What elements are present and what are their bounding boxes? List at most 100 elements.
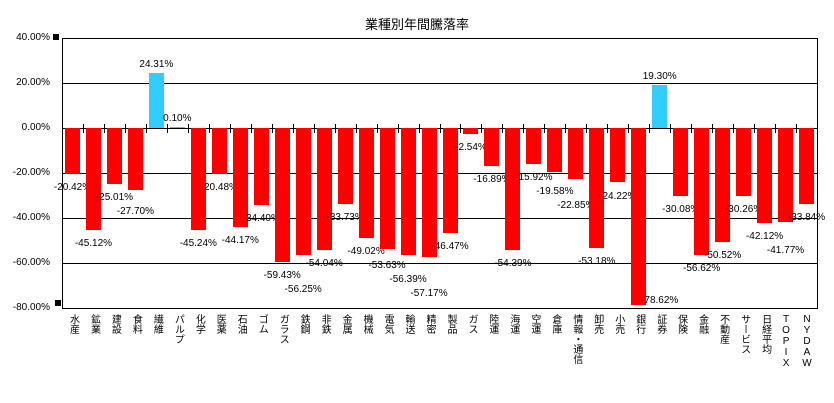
bar-value-label: -45.24% bbox=[179, 237, 217, 249]
bar bbox=[484, 128, 500, 166]
axis-selection-handle-bottom bbox=[55, 300, 61, 306]
bar bbox=[694, 128, 710, 256]
category-label: 銀行 bbox=[633, 314, 645, 334]
category-tick bbox=[62, 124, 63, 133]
category-tick bbox=[397, 124, 399, 133]
category-label: 非鉄 bbox=[319, 314, 331, 334]
category-label: 証券 bbox=[654, 314, 666, 334]
value-axis-line bbox=[62, 38, 63, 309]
category-tick bbox=[313, 124, 315, 133]
gridline bbox=[62, 173, 818, 174]
category-tick bbox=[628, 124, 630, 133]
category-tick bbox=[670, 124, 672, 133]
category-label: 食料 bbox=[130, 314, 142, 334]
bar-value-label: -25.01% bbox=[95, 192, 134, 204]
bar bbox=[652, 84, 668, 128]
bar bbox=[400, 128, 416, 255]
category-tick bbox=[544, 124, 546, 133]
bar bbox=[442, 128, 458, 233]
bar bbox=[505, 128, 521, 251]
category-tick bbox=[208, 124, 210, 133]
bar bbox=[421, 128, 437, 257]
category-label: 輸送 bbox=[403, 314, 415, 334]
category-tick bbox=[565, 124, 567, 133]
bar-value-label: -56.39% bbox=[389, 274, 427, 286]
category-tick bbox=[649, 124, 651, 133]
category-tick bbox=[502, 124, 504, 133]
category-tick bbox=[250, 124, 252, 133]
category-label: ゴム bbox=[256, 314, 268, 334]
category-label: 電気 bbox=[382, 314, 394, 334]
category-label: 医薬 bbox=[214, 314, 226, 334]
category-tick bbox=[355, 124, 357, 133]
bar-value-label: -46.47% bbox=[431, 240, 469, 252]
bar bbox=[295, 128, 311, 255]
category-label: 化学 bbox=[193, 314, 205, 334]
category-tick bbox=[418, 124, 420, 133]
category-label: 金融 bbox=[696, 314, 708, 334]
category-tick bbox=[733, 124, 735, 133]
bar bbox=[610, 128, 626, 183]
category-tick bbox=[187, 124, 189, 133]
category-label: 保険 bbox=[675, 314, 687, 334]
category-label: 繊維 bbox=[151, 314, 163, 334]
category-label: 建設 bbox=[109, 314, 121, 334]
bar-value-label: -24.22% bbox=[599, 190, 637, 202]
bar-value-label: 24.31% bbox=[139, 59, 174, 71]
plot-area: -20.42% -45.12% -25.01% -27.70% 24.31% 0.10% -… bbox=[54, 38, 825, 309]
category-label: 機械 bbox=[361, 314, 373, 334]
bar-value-label: -15.92% bbox=[515, 171, 553, 183]
bar bbox=[463, 128, 479, 134]
category-label: ガラス bbox=[277, 314, 289, 344]
bar bbox=[169, 127, 185, 128]
category-label: 空運 bbox=[528, 314, 540, 334]
category-label: ガス bbox=[465, 314, 477, 334]
bar bbox=[379, 128, 395, 249]
category-tick bbox=[481, 124, 483, 133]
bar-value-label: -42.12% bbox=[745, 230, 784, 242]
category-label: 水産 bbox=[67, 314, 79, 334]
bar bbox=[631, 128, 647, 305]
category-tick bbox=[166, 124, 168, 133]
bar bbox=[190, 128, 206, 230]
bar-value-label: -30.26% bbox=[724, 204, 763, 216]
bar-value-label: -33.84% bbox=[787, 212, 826, 224]
category-tick bbox=[775, 124, 777, 133]
category-label: 鉱業 bbox=[88, 314, 100, 334]
category-tick bbox=[607, 124, 609, 133]
chart-title: 業種別年間騰落率 bbox=[364, 17, 469, 32]
category-tick bbox=[439, 124, 441, 133]
bar-value-label: -57.17% bbox=[410, 288, 448, 300]
bar bbox=[673, 128, 689, 196]
category-tick bbox=[82, 124, 84, 133]
y-axis-tick-label: -80.00% bbox=[12, 302, 50, 313]
category-tick bbox=[124, 124, 126, 133]
bar bbox=[337, 128, 353, 204]
category-tick bbox=[334, 124, 336, 133]
category-tick bbox=[460, 124, 462, 133]
category-label: 倉庫 bbox=[549, 314, 561, 334]
category-tick bbox=[712, 124, 714, 133]
category-tick bbox=[376, 124, 378, 133]
bar bbox=[547, 128, 563, 173]
bar bbox=[778, 128, 794, 222]
bar-value-label: -41.77% bbox=[766, 244, 805, 256]
bar-value-label: -56.62% bbox=[683, 263, 721, 275]
bar bbox=[65, 128, 80, 174]
gridline bbox=[62, 38, 818, 39]
category-label: 海運 bbox=[507, 314, 519, 334]
bar-value-label: -33.73% bbox=[326, 211, 364, 223]
category-tick bbox=[145, 124, 147, 133]
bar bbox=[358, 128, 374, 239]
bar-value-label: -44.17% bbox=[221, 235, 259, 247]
category-tick bbox=[523, 124, 525, 133]
bar bbox=[274, 128, 290, 262]
category-label: 鉄鋼 bbox=[298, 314, 310, 334]
bar bbox=[127, 128, 143, 191]
bar bbox=[757, 128, 773, 223]
bar-value-label: -22.85% bbox=[557, 199, 595, 211]
bar-value-label: -27.70% bbox=[116, 206, 155, 218]
gridline bbox=[62, 308, 818, 309]
category-label: 日経平均 bbox=[759, 314, 771, 354]
